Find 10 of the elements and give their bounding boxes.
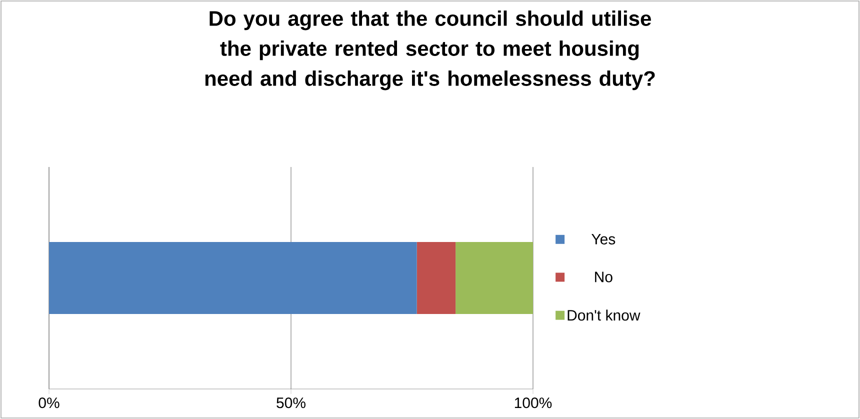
bar — [49, 242, 417, 314]
bar — [416, 242, 456, 314]
legend-label: No — [595, 272, 612, 282]
x-tick-label: 0% — [38, 398, 60, 408]
x-tick-label: 100% — [514, 398, 552, 408]
legend-label: Don't know — [568, 310, 640, 321]
bar — [456, 242, 534, 314]
x-tick-label: 50% — [276, 398, 306, 408]
legend-label: Yes — [592, 234, 616, 244]
chart-title: Do you agree that the council should utilise the private rented sector to meet housing need and discharge it's homelessness duty? — [205, 10, 655, 90]
